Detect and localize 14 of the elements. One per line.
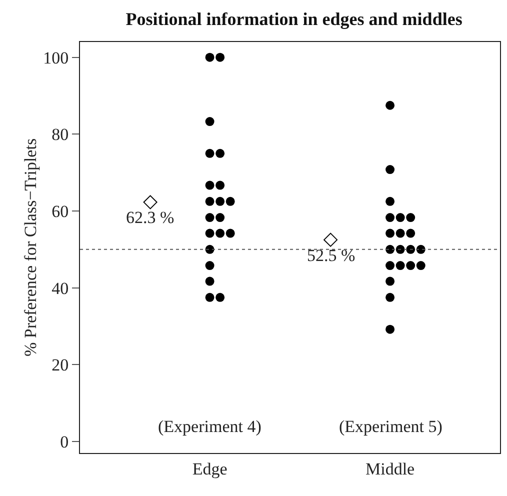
- annotation: (Experiment 4): [158, 417, 262, 436]
- y-axis-title: % Preference for Class−Triplets: [21, 138, 40, 357]
- y-tick-label: 100: [43, 48, 69, 68]
- x-tick-label: Middle: [365, 459, 415, 478]
- y-tick-label: 80: [52, 125, 69, 144]
- chart-title: Positional information in edges and middles: [126, 9, 462, 29]
- y-tick-label: 20: [52, 356, 69, 375]
- x-tick-label: Edge: [192, 459, 228, 478]
- y-tick-label: 40: [52, 278, 69, 298]
- annotation: 52.5 %: [307, 246, 356, 265]
- y-tick-label: 60: [52, 202, 69, 221]
- annotation: 62.3 %: [126, 208, 174, 227]
- annotation: (Experiment 5): [339, 417, 442, 436]
- y-tick-label: 0: [60, 432, 69, 452]
